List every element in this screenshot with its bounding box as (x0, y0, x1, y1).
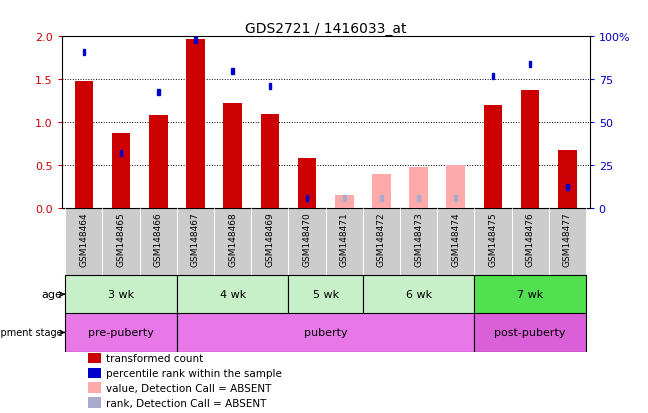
Bar (88, 353, 101, 363)
Bar (474, 313, 586, 352)
Bar (521, 90, 540, 209)
Title: GDS2721 / 1416033_at: GDS2721 / 1416033_at (245, 22, 406, 36)
Bar (306, 195, 308, 202)
Text: 5 wk: 5 wk (312, 290, 339, 299)
Text: value, Detection Call = ABSENT: value, Detection Call = ABSENT (106, 383, 272, 393)
Bar (65, 313, 177, 352)
Bar (149, 116, 168, 209)
Bar (558, 150, 577, 209)
Text: GSM148475: GSM148475 (489, 212, 498, 267)
Text: GSM148472: GSM148472 (377, 212, 386, 266)
Bar (343, 195, 345, 202)
Bar (231, 69, 234, 74)
Text: GSM148474: GSM148474 (451, 212, 460, 266)
Bar (566, 184, 569, 190)
Bar (437, 209, 474, 275)
Text: GSM148470: GSM148470 (303, 212, 312, 267)
Bar (120, 151, 122, 157)
Bar (549, 209, 586, 275)
Bar (363, 275, 474, 313)
Bar (177, 313, 474, 352)
Text: development stage: development stage (0, 328, 65, 337)
Text: GSM148464: GSM148464 (79, 212, 88, 266)
Bar (177, 209, 214, 275)
Bar (186, 40, 205, 209)
Bar (483, 106, 502, 209)
Bar (251, 209, 288, 275)
Text: 7 wk: 7 wk (517, 290, 543, 299)
Text: GSM148477: GSM148477 (563, 212, 572, 267)
Bar (454, 195, 457, 202)
Bar (410, 168, 428, 209)
Bar (335, 196, 354, 209)
Bar (417, 195, 420, 202)
Bar (111, 133, 130, 209)
Bar (88, 397, 101, 408)
Text: post-puberty: post-puberty (494, 328, 566, 337)
Text: 4 wk: 4 wk (220, 290, 246, 299)
Bar (380, 195, 383, 202)
Bar (260, 114, 279, 209)
Text: rank, Detection Call = ABSENT: rank, Detection Call = ABSENT (106, 398, 267, 408)
Bar (157, 90, 159, 96)
Bar (75, 82, 93, 209)
Text: GSM148466: GSM148466 (154, 212, 163, 267)
Bar (65, 275, 177, 313)
Bar (194, 38, 197, 44)
Text: age: age (41, 290, 65, 299)
Bar (474, 275, 586, 313)
Bar (326, 209, 363, 275)
Bar (363, 209, 400, 275)
Bar (102, 209, 140, 275)
Text: 3 wk: 3 wk (108, 290, 134, 299)
Text: GSM148468: GSM148468 (228, 212, 237, 267)
Text: 6 wk: 6 wk (406, 290, 432, 299)
Bar (400, 209, 437, 275)
Bar (177, 275, 288, 313)
Bar (65, 209, 102, 275)
Text: GSM148467: GSM148467 (191, 212, 200, 267)
Bar (288, 275, 363, 313)
Text: GSM148465: GSM148465 (117, 212, 126, 267)
Text: GSM148469: GSM148469 (265, 212, 274, 267)
Text: percentile rank within the sample: percentile rank within the sample (106, 368, 283, 378)
Bar (88, 382, 101, 393)
Text: pre-puberty: pre-puberty (88, 328, 154, 337)
Bar (82, 50, 85, 56)
Bar (288, 209, 326, 275)
Bar (511, 209, 549, 275)
Bar (372, 174, 391, 209)
Bar (268, 84, 271, 90)
Bar (474, 209, 511, 275)
Text: GSM148471: GSM148471 (340, 212, 349, 267)
Text: transformed count: transformed count (106, 353, 203, 363)
Text: puberty: puberty (304, 328, 347, 337)
Bar (224, 104, 242, 209)
Bar (140, 209, 177, 275)
Bar (214, 209, 251, 275)
Bar (529, 62, 531, 68)
Text: GSM148476: GSM148476 (526, 212, 535, 267)
Bar (297, 159, 316, 209)
Text: GSM148473: GSM148473 (414, 212, 423, 267)
Bar (492, 74, 494, 80)
Bar (88, 368, 101, 378)
Bar (446, 166, 465, 209)
